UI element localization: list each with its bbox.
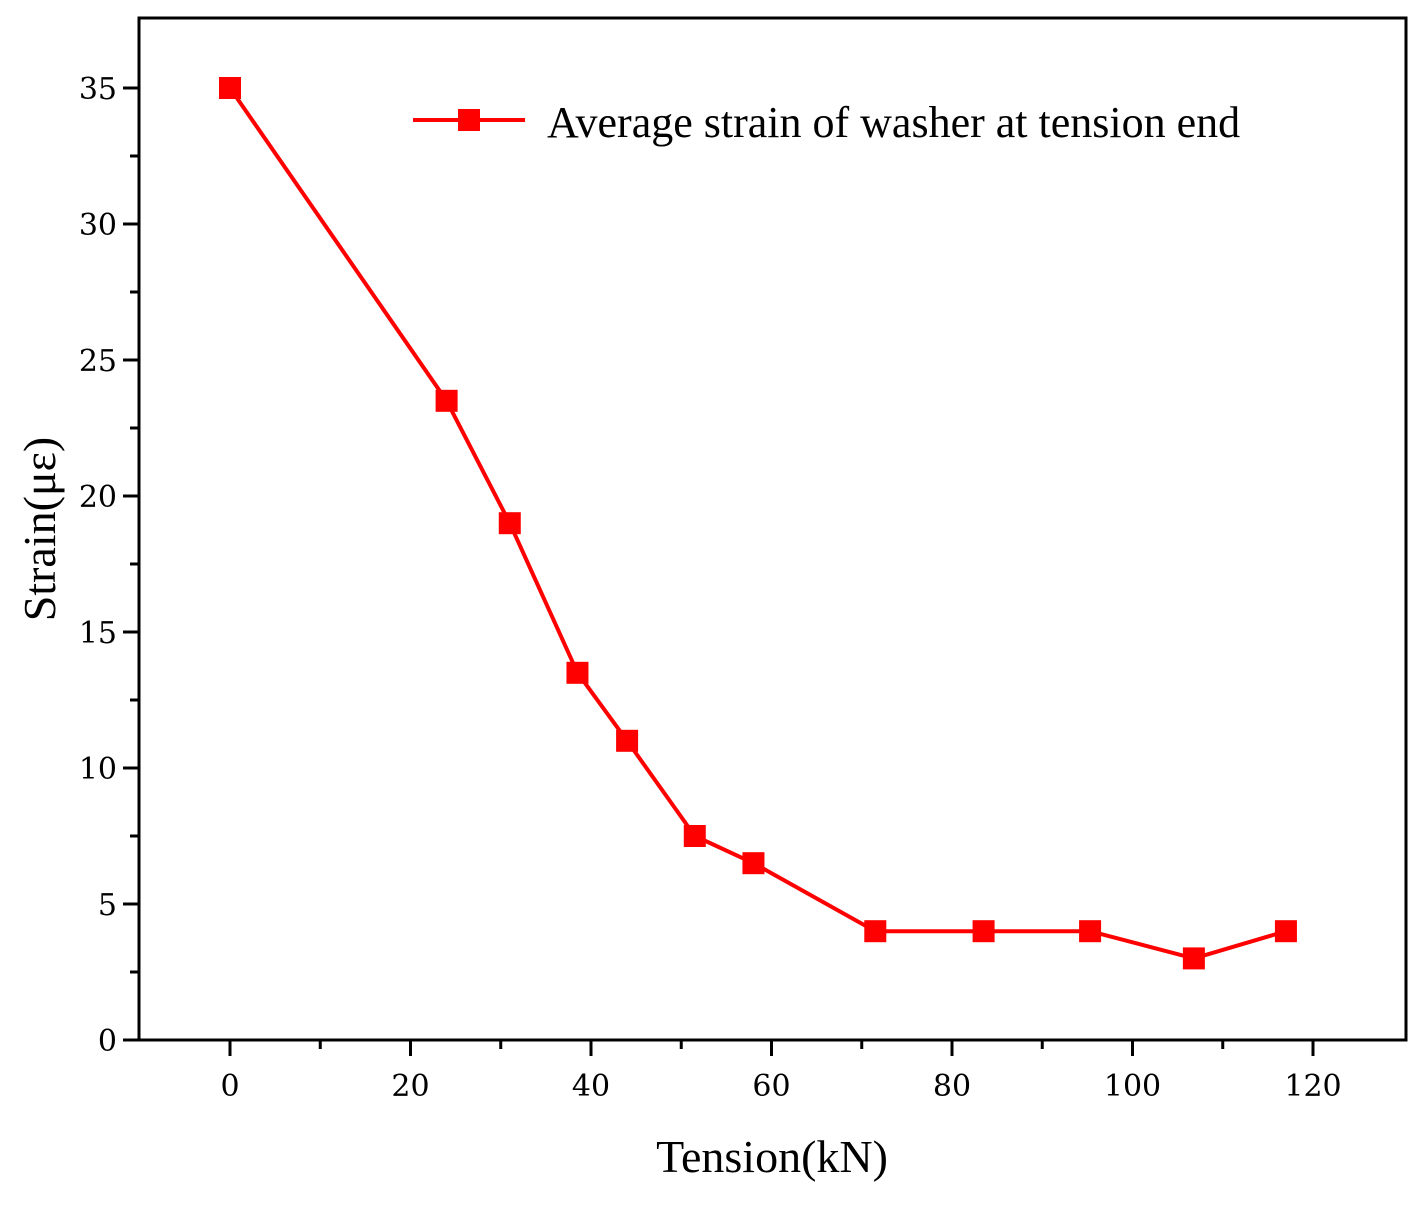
- y-tick-label: 15: [79, 616, 117, 651]
- x-axis-title: Tension(kN): [656, 1131, 888, 1182]
- legend-label: Average strain of washer at tension end: [547, 98, 1240, 147]
- x-tick-label: 20: [391, 1069, 429, 1104]
- x-tick-label: 80: [933, 1069, 971, 1104]
- y-tick-label: 35: [79, 72, 117, 107]
- plot-frame: [137, 16, 1408, 1042]
- series-layer: [219, 77, 1297, 970]
- data-point: [1182, 947, 1205, 970]
- x-tick-label: 40: [572, 1069, 610, 1104]
- x-tick-label: 120: [1284, 1069, 1341, 1104]
- data-point: [972, 920, 995, 943]
- axes: 0 20 40 60 80 100 120 0 5 10 15 20 25 30 35: [79, 16, 1408, 1104]
- y-axis-title: Strain(με): [14, 437, 65, 622]
- data-point: [1274, 920, 1297, 943]
- x-tick-label: 0: [220, 1069, 239, 1104]
- x-tick-label: 60: [752, 1069, 790, 1104]
- legend-marker: [458, 109, 480, 131]
- data-point: [435, 389, 458, 412]
- data-point: [683, 825, 706, 847]
- series-line: [228, 86, 1287, 961]
- data-point: [616, 729, 639, 752]
- y-tick-label: 5: [98, 888, 117, 923]
- data-point: [742, 852, 765, 875]
- y-tick-label: 25: [79, 344, 117, 379]
- legend: Average strain of washer at tension end: [413, 98, 1240, 147]
- y-tick-label: 10: [79, 752, 117, 787]
- data-point: [498, 512, 521, 535]
- data-point: [1079, 920, 1102, 943]
- y-tick-label: 30: [79, 208, 117, 243]
- data-point: [219, 77, 241, 99]
- x-tick-label: 100: [1104, 1069, 1161, 1104]
- y-tick-label: 0: [98, 1024, 117, 1059]
- y-tick-label: 20: [79, 480, 117, 515]
- data-point: [864, 920, 887, 943]
- data-point: [566, 661, 589, 684]
